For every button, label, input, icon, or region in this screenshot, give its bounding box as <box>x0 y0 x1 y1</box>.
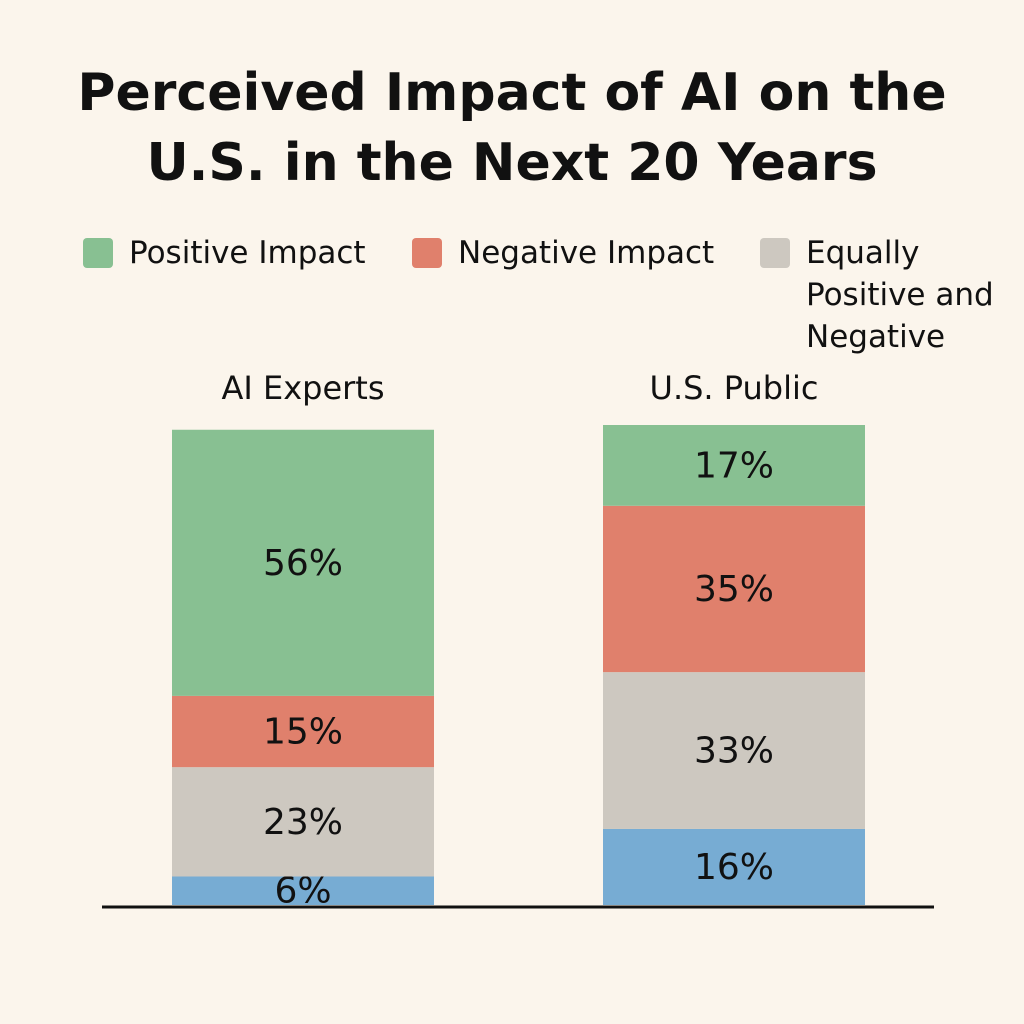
legend-item: Negative Impact <box>412 232 732 274</box>
bar-segment <box>172 429 434 696</box>
value-label: 6% <box>274 871 331 912</box>
legend-label: Equally Positive and Negative <box>806 235 994 355</box>
bar-segment <box>603 505 865 673</box>
value-label: 23% <box>263 802 343 843</box>
value-label: 15% <box>263 712 343 753</box>
value-label: 56% <box>263 543 343 584</box>
value-label: 33% <box>694 731 774 772</box>
bar-segment <box>172 876 434 905</box>
bar-segment <box>172 767 434 877</box>
legend-swatch <box>412 238 442 268</box>
value-label: 35% <box>694 569 774 610</box>
category-label: U.S. Public <box>650 369 819 407</box>
chart-title: Perceived Impact of AI on the U.S. in th… <box>77 63 947 193</box>
legend-label: Negative Impact <box>458 235 715 271</box>
category-label: AI Experts <box>221 369 384 407</box>
legend-item: Positive Impact <box>83 232 383 274</box>
legend-swatch <box>760 238 790 268</box>
bar-segment <box>603 828 865 905</box>
bar-segment <box>603 425 865 506</box>
bar-segment <box>172 695 434 768</box>
legend-label: Positive Impact <box>129 235 366 271</box>
value-label: 17% <box>694 445 774 486</box>
bar-segment <box>603 672 865 829</box>
legend-swatch <box>83 238 113 268</box>
legend-item: Equally Positive and Negative <box>760 232 1000 358</box>
value-label: 16% <box>694 847 774 888</box>
